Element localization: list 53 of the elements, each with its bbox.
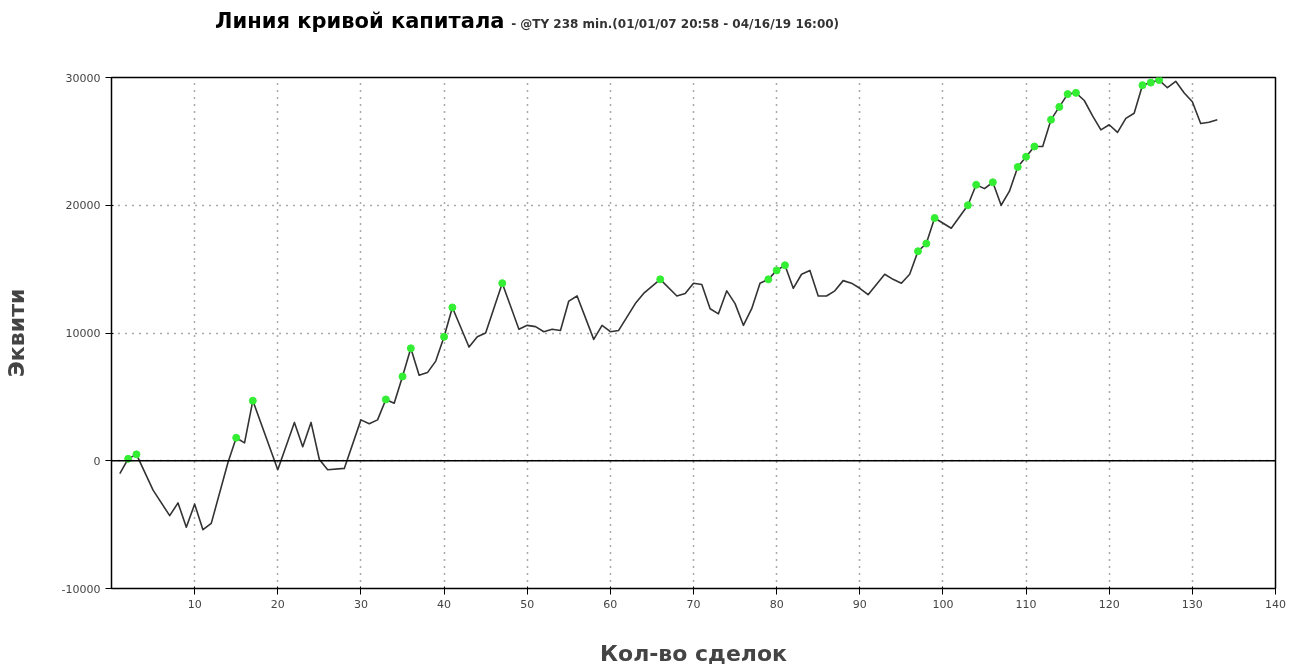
x-tick-label: 40 [437, 597, 452, 611]
point [1063, 90, 1072, 99]
point [406, 344, 415, 353]
point [232, 433, 241, 442]
point [132, 450, 141, 459]
x-tick-label: 140 [1265, 597, 1286, 611]
x-tick-label: 50 [520, 597, 535, 611]
x-tick-label: 10 [187, 597, 202, 611]
x-axis-title: Кол-во сделок [600, 640, 788, 666]
x-tick-label: 90 [852, 597, 867, 611]
point [656, 275, 665, 284]
chart-subtitle: - @TY 238 min.(01/01/07 20:58 - 04/16/19 16:00) [511, 17, 840, 31]
point [1022, 152, 1031, 161]
x-tick-label: 120 [1098, 597, 1120, 611]
point [381, 395, 390, 404]
x-tick-label: 80 [769, 597, 784, 611]
x-tick-label: 60 [603, 597, 618, 611]
point [972, 180, 981, 189]
x-tick-label: 30 [353, 597, 368, 611]
point [922, 239, 931, 248]
y-axis-title: Эквити [3, 288, 29, 378]
line-series [119, 79, 1219, 531]
point [1155, 77, 1164, 85]
point [1047, 115, 1056, 124]
x-tick-label: 70 [686, 597, 701, 611]
point [1146, 78, 1155, 87]
chart-title: Линия кривой капитала [215, 9, 505, 33]
x-tick-label: 110 [1015, 597, 1037, 611]
point [1013, 162, 1022, 171]
y-tick-label: -10000 [61, 582, 101, 596]
x-tick-label: 130 [1181, 597, 1203, 611]
point [988, 178, 997, 187]
point [963, 201, 972, 210]
x-tick-label: 100 [932, 597, 954, 611]
y-tick-label: 20000 [65, 199, 101, 213]
point [1030, 142, 1039, 151]
point [440, 332, 449, 341]
point [930, 214, 939, 223]
point [248, 396, 257, 405]
point [764, 275, 773, 284]
y-tick-label: 30000 [65, 71, 101, 85]
y-tick-label: 0 [93, 454, 101, 468]
point [780, 261, 789, 270]
point [772, 266, 781, 275]
x-tick-label: 20 [270, 597, 285, 611]
point [448, 303, 457, 312]
point [913, 247, 922, 256]
point [1055, 102, 1064, 111]
y-tick-label: 10000 [65, 327, 101, 340]
point [1138, 81, 1147, 90]
point [498, 279, 507, 288]
point [398, 372, 407, 381]
point [1071, 88, 1080, 97]
